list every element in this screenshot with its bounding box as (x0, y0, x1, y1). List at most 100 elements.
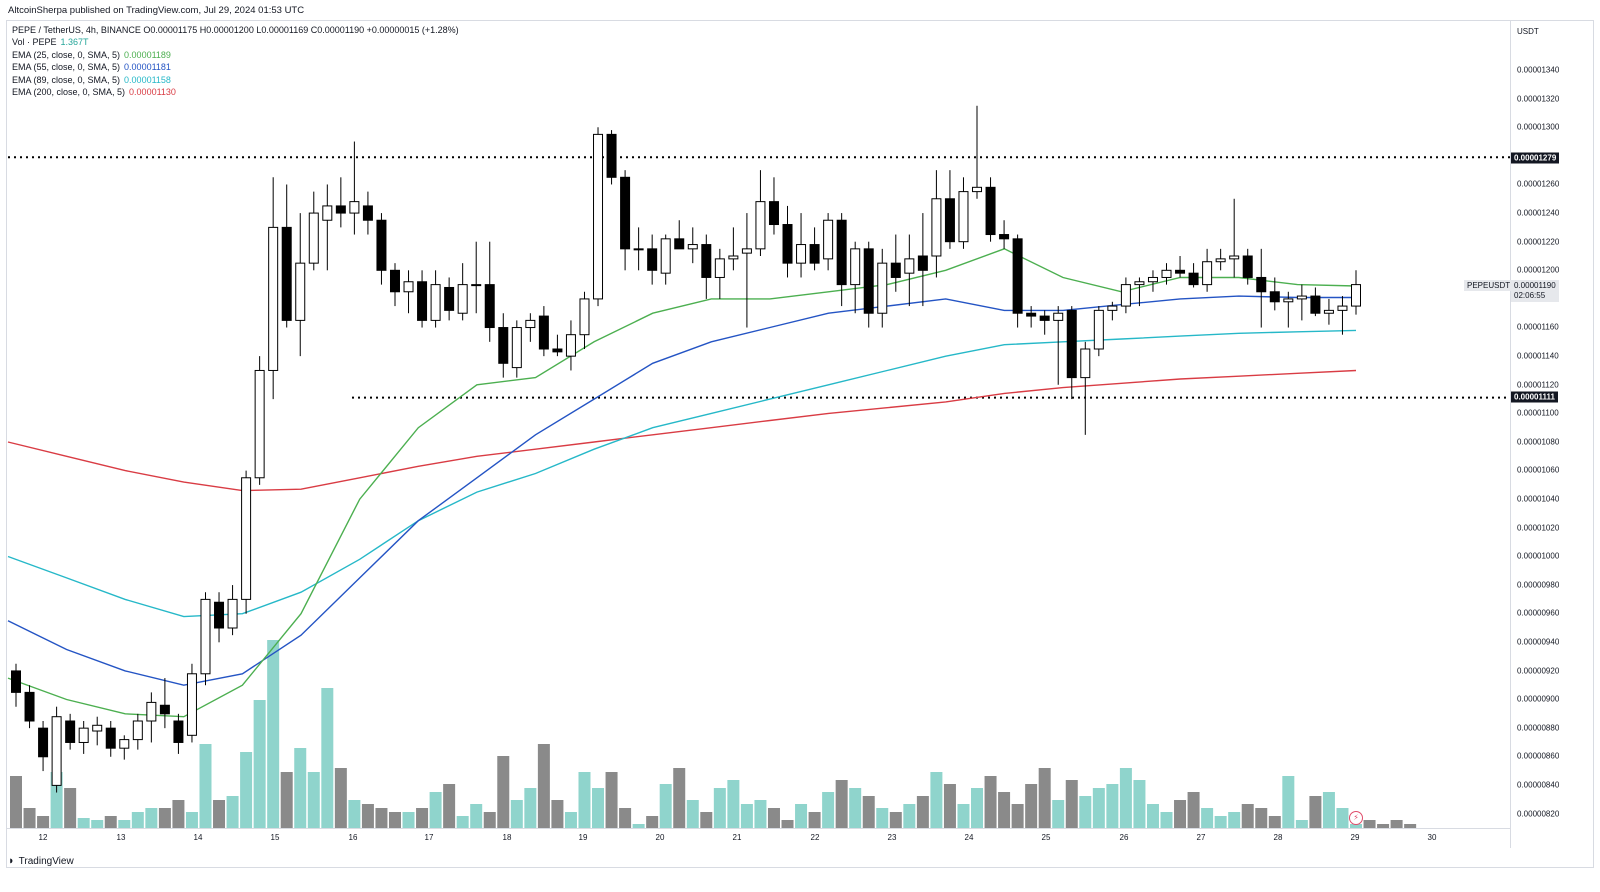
volume-bar (700, 812, 713, 828)
candle-body (159, 704, 170, 715)
tradingview-logo-icon: ◗ (8, 855, 15, 867)
candle-body (1012, 238, 1023, 314)
volume-bar (416, 808, 429, 828)
candle-body (796, 244, 807, 264)
ema25-legend[interactable]: EMA (25, close, 0, SMA, 5) 0.00001189 (12, 49, 459, 61)
candle-body (511, 327, 522, 369)
price-tick-label: 0.00000960 (1517, 608, 1560, 618)
volume-bar (334, 768, 347, 828)
candle-body (132, 720, 143, 741)
volume-bar (943, 784, 956, 828)
alert-bolt-icon[interactable]: ⚡ (1349, 811, 1363, 825)
volume-bar (361, 804, 374, 828)
volume-bar (145, 808, 158, 828)
price-tick-label: 0.00001220 (1517, 237, 1560, 247)
volume-bar (267, 640, 280, 828)
candle-body (241, 477, 252, 600)
time-tick-label: 27 (1196, 833, 1206, 842)
price-tick-label: 0.00000900 (1517, 694, 1560, 704)
candle-body (92, 724, 103, 732)
volume-bar (686, 800, 699, 828)
candle-body (1134, 281, 1145, 286)
candle-body (714, 258, 725, 278)
price-tick-label: 0.00001140 (1517, 351, 1559, 361)
candle-body (620, 176, 631, 250)
volume-bar (727, 780, 740, 828)
volume-bar (984, 776, 997, 828)
candle-body (349, 201, 360, 214)
candle-body (227, 598, 238, 629)
volume-bar (781, 820, 794, 828)
candle-body (850, 248, 861, 286)
ema89-legend[interactable]: EMA (89, close, 0, SMA, 5) 0.00001158 (12, 74, 459, 86)
volume-bar (1228, 812, 1241, 828)
volume-bar (605, 772, 618, 828)
candle-body (931, 198, 942, 257)
candle-body (322, 205, 333, 221)
symbol-ohlc-line[interactable]: PEPE / TetherUS, 4h, BINANCE O0.00001175… (12, 25, 459, 35)
price-tick-label: 0.00000840 (1517, 780, 1560, 790)
volume-bar (1322, 792, 1335, 828)
volume-bar (1106, 784, 1119, 828)
volume-bar (808, 812, 821, 828)
candle-body (863, 248, 874, 314)
candle-body (105, 727, 116, 749)
volume-bar (646, 816, 659, 828)
volume-bar (1160, 812, 1173, 828)
time-tick-label: 18 (502, 833, 512, 842)
time-axis[interactable] (6, 828, 1510, 849)
volume-bar (1201, 808, 1214, 828)
candle-body (295, 262, 306, 321)
ema55-legend[interactable]: EMA (55, close, 0, SMA, 5) 0.00001181 (12, 61, 459, 73)
time-tick-label: 17 (424, 833, 434, 842)
volume-bar (1309, 796, 1322, 828)
candle-body (1066, 309, 1077, 379)
volume-bar (1390, 820, 1403, 828)
time-tick-label: 14 (193, 833, 203, 842)
candle-body (1053, 312, 1064, 321)
candle-body (1283, 298, 1294, 303)
candle-body (186, 673, 197, 736)
ema200-legend[interactable]: EMA (200, close, 0, SMA, 5) 0.00001130 (12, 86, 459, 98)
volume-bar (172, 800, 185, 828)
price-tick-label: 0.00001000 (1517, 551, 1560, 561)
candle-body (362, 205, 373, 221)
candle-body (674, 238, 685, 250)
volume-bar (998, 792, 1011, 828)
candle-body (444, 286, 455, 311)
candle-body (755, 201, 766, 250)
volume-bar (862, 796, 875, 828)
candle-body (917, 255, 928, 271)
candle-body (78, 727, 89, 743)
price-axis[interactable] (1510, 20, 1595, 848)
candle-body (1242, 255, 1253, 278)
tradingview-logo[interactable]: ◗ TradingView (8, 855, 74, 867)
candle-body (660, 238, 671, 274)
volume-bar (916, 796, 929, 828)
current-price: 0.00001190 (1514, 281, 1556, 290)
volume-legend[interactable]: Vol · PEPE 1.367T (12, 36, 459, 48)
price-tick-label: 0.00001300 (1517, 122, 1560, 132)
time-tick-label: 13 (116, 833, 126, 842)
volume-bar (767, 808, 780, 828)
candle-body (647, 248, 658, 271)
candle-body (51, 716, 62, 786)
volume-bar (551, 800, 564, 828)
volume-bar (429, 792, 442, 828)
price-tick-label: 0.00000920 (1517, 666, 1560, 676)
ema89-value: 0.00001158 (124, 74, 171, 85)
candle-body (1351, 284, 1361, 307)
time-tick-label: 26 (1119, 833, 1129, 842)
volume-bar (443, 784, 456, 828)
candle-body (565, 334, 576, 357)
candle-body (146, 701, 157, 722)
volume-bar (307, 772, 320, 828)
volume-bar (1011, 804, 1024, 828)
volume-bar (524, 788, 537, 828)
volume-bar (497, 756, 510, 828)
price-tick-label: 0.00001040 (1517, 494, 1560, 504)
volume-bar (50, 772, 63, 828)
volume-bar (903, 804, 916, 828)
volume-bar (713, 788, 726, 828)
